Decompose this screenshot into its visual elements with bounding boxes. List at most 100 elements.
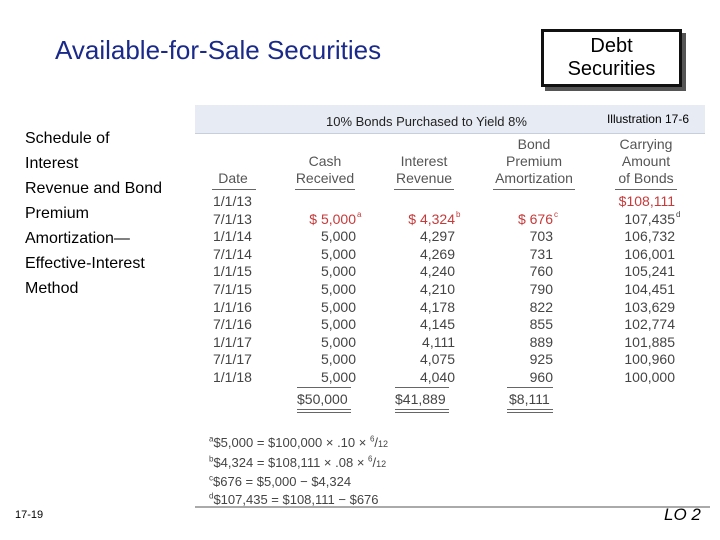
cell-carrying: 104,451 <box>624 281 675 297</box>
debt-box-line2: Securities <box>567 58 656 80</box>
cell-cash: 5,000 <box>320 369 356 385</box>
cell-premium: $ 676 <box>517 210 553 227</box>
cell-premium: 731 <box>529 245 553 262</box>
cell-carrying: 103,629 <box>624 298 675 315</box>
cell-interest: 4,111 <box>422 333 455 350</box>
cell-date: 7/1/15 <box>213 281 252 297</box>
cell-interest: 4,040 <box>419 369 455 385</box>
footnote-a: a$5,000 = $100,000 × .10 × 6/12 <box>209 434 389 450</box>
header-underline <box>493 189 575 190</box>
cell-carrying: 106,732 <box>624 228 675 245</box>
col-header-carrying: Carrying Amount of Bonds <box>608 136 684 187</box>
cell-carrying: 100,960 <box>624 351 675 368</box>
cell-cash: 5,000 <box>320 298 356 315</box>
illustration-label: Illustration 17-6 <box>606 112 689 126</box>
cell-premium: 760 <box>529 263 553 280</box>
cell-cash: 5,000 <box>320 333 356 350</box>
cell-cash: 5,000 <box>320 316 356 333</box>
cell-carrying: 101,885 <box>624 333 675 350</box>
total-premium: $8,111 <box>509 391 550 407</box>
footnote-text: $676 = $5,000 − $4,324 <box>213 474 352 489</box>
totals-double-rule <box>297 412 351 413</box>
footnote-mark: d <box>209 491 214 501</box>
totals-double-rule <box>297 409 351 410</box>
footnote-d: d$107,435 = $108,111 − $676 <box>209 491 388 509</box>
totals-double-rule <box>507 409 553 410</box>
cell-interest: 4,178 <box>419 298 455 315</box>
footnote-mark: c <box>209 473 213 483</box>
fraction-denominator: 12 <box>376 458 387 469</box>
table-row: 7/1/15 5,000 4,210 790 104,451 <box>195 281 705 298</box>
cell-date: 1/1/15 <box>213 263 252 280</box>
cell-interest: 4,210 <box>419 281 455 297</box>
footnotes: a$5,000 = $100,000 × .10 × 6/12 b$4,324 … <box>209 434 388 508</box>
cell-date: 7/1/16 <box>213 316 252 333</box>
side-line: Revenue and Bond <box>25 180 162 197</box>
cell-premium: 925 <box>529 351 553 368</box>
col-header-date: Date <box>209 170 257 187</box>
cell-premium: 889 <box>529 333 553 350</box>
cell-carrying: 102,774 <box>624 316 675 333</box>
footnote-mark: b <box>209 454 214 464</box>
col-header-line: Revenue <box>395 170 453 186</box>
bottom-divider <box>195 506 710 508</box>
debt-box-line1: Debt <box>590 35 633 57</box>
cell-cash: 5,000 <box>320 351 356 368</box>
table-title: 10% Bonds Purchased to Yield 8% <box>326 114 527 129</box>
header-underline <box>295 189 355 190</box>
cell-date: 1/1/18 <box>213 369 252 385</box>
cell-premium: 790 <box>529 281 553 297</box>
table-title-band: 10% Bonds Purchased to Yield 8% <box>195 105 705 134</box>
table-row: 1/1/13 $108,111 <box>195 193 705 210</box>
side-line: Effective-Interest <box>25 255 145 272</box>
fraction-denominator: 12 <box>378 439 389 449</box>
cell-date: 1/1/14 <box>213 228 252 245</box>
cell-date: 1/1/13 <box>213 193 252 209</box>
side-line: Amortization— <box>25 230 130 247</box>
footnote-b: b$4,324 = $108,111 × .08 × 6/12 <box>209 454 387 470</box>
footnote-text: $107,435 = $108,111 − $676 <box>213 491 379 507</box>
col-header-line: Date <box>218 170 248 186</box>
cell-cash: 5,000 <box>320 228 356 245</box>
table-row: 7/1/13 $ 5,000 a $ 4,324 b $ 676 c 107,435 d <box>213 209 681 227</box>
totals-rule <box>507 387 553 388</box>
cell-interest: 4,269 <box>419 245 455 262</box>
footnote-text: $5,000 = $100,000 × .10 × <box>213 435 367 450</box>
cell-carrying: 106,001 <box>624 245 675 262</box>
cell-interest: 4,145 <box>419 316 455 333</box>
cell-date: 7/1/13 <box>213 210 252 227</box>
col-header-premium: Bond Premium Amortization <box>489 136 579 187</box>
col-header-line: Premium <box>505 153 562 169</box>
page-title: Available-for-Sale Securities <box>55 35 382 65</box>
totals-rule <box>297 387 351 388</box>
totals-double-rule <box>395 409 449 410</box>
cell-cash: 5,000 <box>320 263 356 280</box>
debt-securities-box: Debt Securities <box>541 29 682 87</box>
learning-objective: LO 2 <box>664 505 701 524</box>
footnote-mark: a <box>209 434 214 444</box>
total-cash: $50,000 <box>297 391 348 407</box>
slide-number: 17-19 <box>15 509 44 521</box>
table-row: 1/1/14 5,000 4,297 703 106,732 <box>195 228 705 245</box>
cell-cash: 5,000 <box>320 281 356 297</box>
footnote-c: c$676 = $5,000 − $4,324 <box>209 473 388 491</box>
cell-cash: $ 5,000 <box>309 210 356 227</box>
cell-premium: 822 <box>529 298 553 315</box>
fraction-numerator: 6 <box>369 434 375 444</box>
cell-interest: 4,075 <box>419 351 455 368</box>
total-interest: $41,889 <box>395 391 446 407</box>
header-underline <box>615 189 677 190</box>
schedule-description: Schedule of Interest Revenue and Bond Pr… <box>25 126 195 301</box>
cell-date: 7/1/17 <box>213 351 252 368</box>
table-row: 1/1/18 5,000 4,040 960 100,000 <box>195 369 705 386</box>
side-line: Method <box>25 280 79 297</box>
col-header-line: Bond <box>517 136 551 152</box>
cell-premium: 703 <box>529 228 553 245</box>
side-line: Schedule of <box>25 130 110 147</box>
col-header-line: Received <box>295 170 355 186</box>
side-line: Premium <box>25 205 90 222</box>
table-row: 1/1/16 5,000 4,178 822 103,629 <box>195 299 705 316</box>
header-underline <box>394 189 454 190</box>
side-line: Interest <box>25 155 79 172</box>
cell-date: 1/1/17 <box>213 333 252 350</box>
